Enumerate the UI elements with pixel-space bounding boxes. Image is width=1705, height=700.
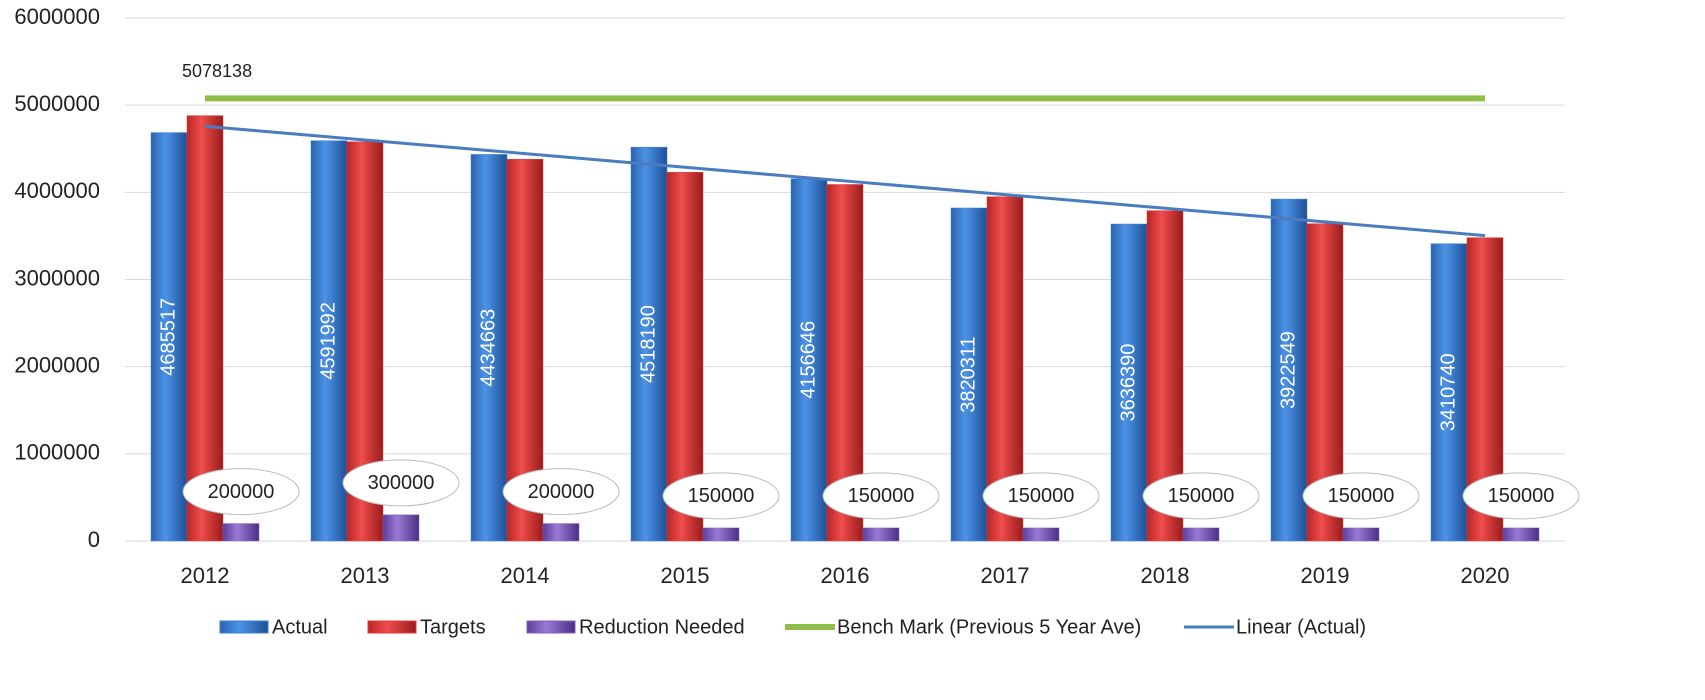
y-tick-label: 6000000 [14, 4, 100, 29]
y-tick-label: 5000000 [14, 91, 100, 116]
data-label: 150000 [848, 485, 915, 507]
x-tick-label: 2012 [181, 563, 230, 588]
legend-swatch [219, 620, 269, 634]
x-tick-label: 2020 [1461, 563, 1510, 588]
callout [982, 472, 1100, 520]
x-tick-label: 2017 [981, 563, 1030, 588]
bar [1270, 198, 1308, 542]
data-label: 150000 [1168, 485, 1235, 507]
data-label: 200000 [528, 481, 595, 503]
data-label: 4434663 [477, 309, 499, 387]
data-label: 150000 [1008, 485, 1075, 507]
legend-swatch [367, 620, 417, 634]
bar [950, 207, 988, 542]
legend-label: Bench Mark (Previous 5 Year Ave) [837, 616, 1141, 638]
bar [1182, 527, 1220, 542]
data-label: 150000 [1488, 485, 1555, 507]
y-tick-label: 0 [88, 527, 100, 552]
callout [502, 468, 620, 516]
bar [1430, 243, 1468, 542]
bar [542, 523, 580, 542]
bar [702, 527, 740, 542]
data-label: 3636390 [1117, 344, 1139, 422]
x-tick-label: 2016 [821, 563, 870, 588]
callout [1462, 472, 1580, 520]
y-tick-label: 3000000 [14, 265, 100, 290]
data-label: 150000 [688, 485, 755, 507]
callout [1302, 472, 1420, 520]
legend-swatch [526, 620, 576, 634]
callout [342, 459, 460, 507]
bar [1022, 527, 1060, 542]
data-label: 4518190 [637, 305, 659, 383]
callout [822, 472, 940, 520]
x-tick-label: 2014 [501, 563, 550, 588]
bar [222, 523, 260, 542]
line [204, 124, 1486, 238]
x-tick-label: 2018 [1141, 563, 1190, 588]
data-label: 5078138 [182, 61, 252, 81]
data-label: 150000 [1328, 485, 1395, 507]
y-tick-label: 2000000 [14, 352, 100, 377]
x-tick-label: 2019 [1301, 563, 1350, 588]
legend-label: Reduction Needed [579, 616, 745, 638]
bar [862, 527, 900, 542]
bar [790, 178, 828, 542]
y-tick-label: 4000000 [14, 178, 100, 203]
x-tick-label: 2013 [341, 563, 390, 588]
bar [630, 146, 668, 542]
callout [662, 472, 780, 520]
bar [1110, 223, 1148, 542]
bar [150, 132, 188, 542]
data-label: 200000 [208, 481, 275, 503]
legend-label: Actual [272, 616, 328, 638]
bar [1342, 527, 1380, 542]
bar [310, 140, 348, 542]
data-label: 3410740 [1437, 353, 1459, 431]
bar [1502, 527, 1540, 542]
legend-label: Targets [420, 616, 486, 638]
data-label: 3922549 [1277, 331, 1299, 409]
data-label: 300000 [368, 472, 435, 494]
data-label: 4685517 [157, 298, 179, 376]
legend-label: Linear (Actual) [1236, 616, 1366, 638]
callout [1142, 472, 1260, 520]
x-tick-label: 2015 [661, 563, 710, 588]
bar [470, 154, 508, 542]
callout [182, 468, 300, 516]
data-label: 3820311 [957, 336, 979, 412]
y-tick-label: 1000000 [14, 440, 100, 465]
data-label: 4591992 [317, 302, 339, 380]
bar [382, 514, 420, 542]
data-label: 4156646 [797, 321, 819, 399]
